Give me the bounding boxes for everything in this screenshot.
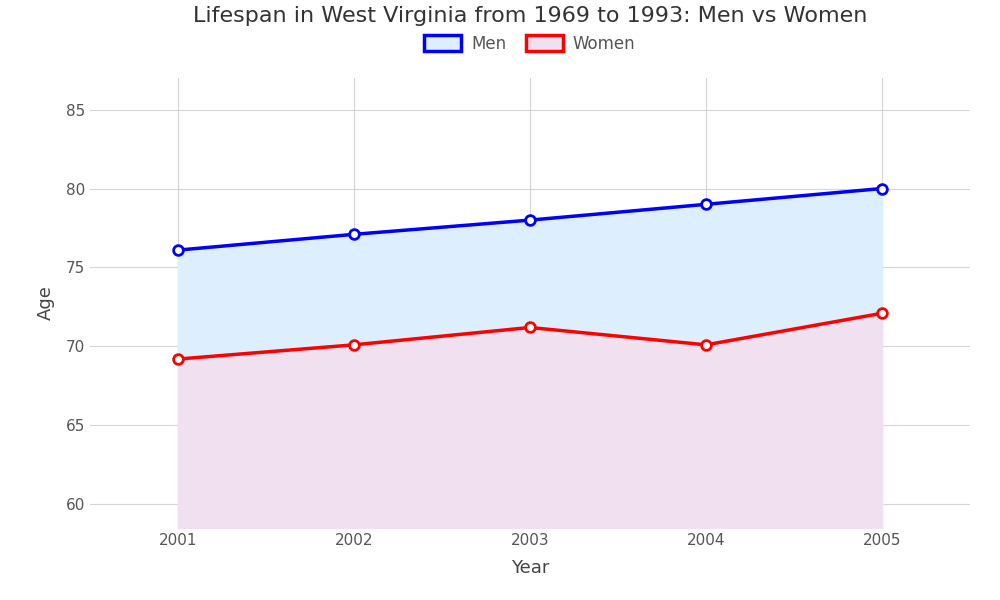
Title: Lifespan in West Virginia from 1969 to 1993: Men vs Women: Lifespan in West Virginia from 1969 to 1…: [193, 7, 867, 26]
X-axis label: Year: Year: [511, 559, 549, 577]
Y-axis label: Age: Age: [37, 286, 55, 320]
Legend: Men, Women: Men, Women: [418, 28, 642, 59]
